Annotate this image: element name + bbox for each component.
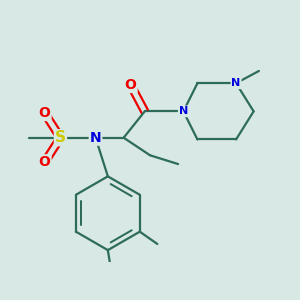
Text: O: O [39, 155, 50, 169]
Text: S: S [55, 130, 66, 145]
Text: N: N [179, 106, 188, 116]
Text: N: N [90, 131, 101, 145]
Text: O: O [39, 106, 50, 120]
Text: O: O [125, 78, 136, 92]
Text: N: N [231, 78, 241, 88]
